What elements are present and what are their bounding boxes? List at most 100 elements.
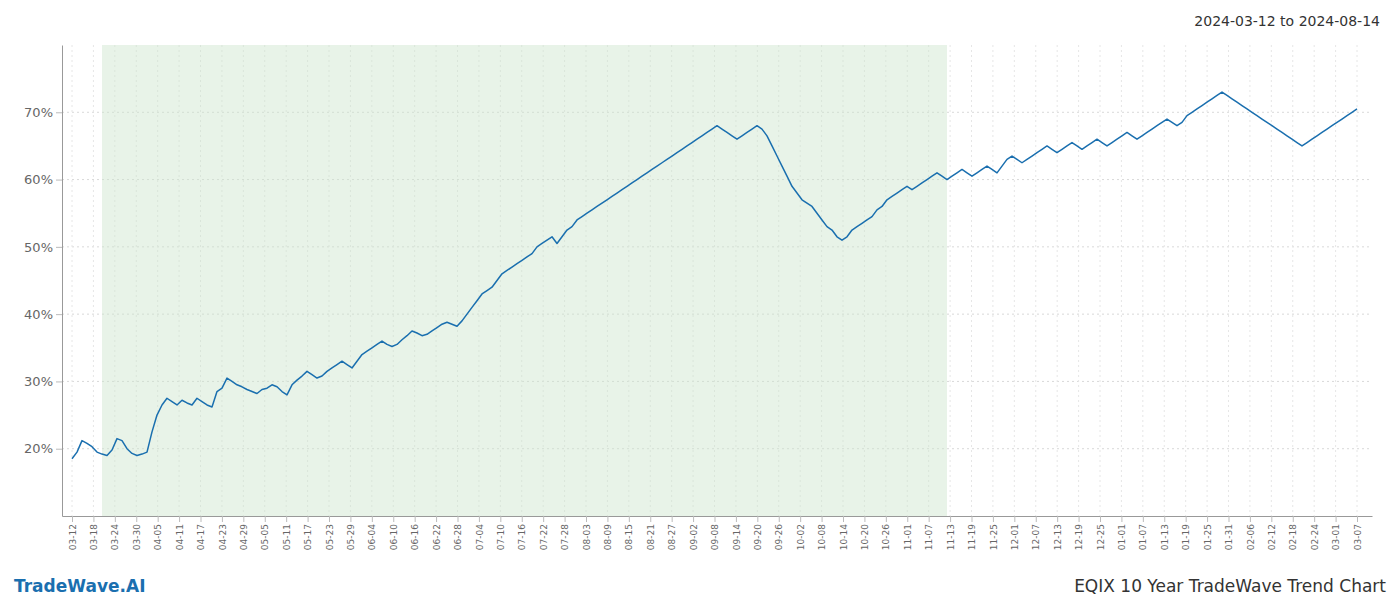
x-tick-label: 04-23 <box>218 524 228 550</box>
x-tick-label: 05-29 <box>346 524 356 550</box>
x-grid-line <box>1292 45 1293 516</box>
x-tick-mark <box>72 516 73 522</box>
x-tick: 01-31 <box>1224 516 1234 550</box>
y-tick-label: 70% <box>24 105 53 120</box>
y-tick-label: 20% <box>24 441 53 456</box>
x-tick-mark <box>393 516 394 522</box>
x-tick-label: 10-02 <box>796 524 806 550</box>
x-tick-mark <box>993 516 994 522</box>
x-tick-mark <box>800 516 801 522</box>
y-tick: 20% <box>24 441 62 456</box>
x-tick-label: 03-12 <box>68 524 78 550</box>
x-tick-label: 07-22 <box>539 524 549 550</box>
x-tick-label: 08-03 <box>582 524 592 550</box>
x-tick-mark <box>329 516 330 522</box>
x-tick: 04-05 <box>153 516 163 550</box>
x-tick-label: 05-23 <box>325 524 335 550</box>
x-tick-mark <box>1336 516 1337 522</box>
x-grid-line <box>992 45 993 516</box>
x-tick-label: 11-25 <box>989 524 999 550</box>
x-tick: 08-27 <box>667 516 677 550</box>
x-tick-label: 06-22 <box>432 524 442 550</box>
x-tick-label: 01-25 <box>1203 524 1213 550</box>
x-tick-mark <box>864 516 865 522</box>
x-tick: 06-28 <box>453 516 463 550</box>
x-tick-label: 09-02 <box>689 524 699 550</box>
y-tick-mark <box>56 314 62 315</box>
x-tick-mark <box>158 516 159 522</box>
x-tick-mark <box>843 516 844 522</box>
x-tick: 09-20 <box>753 516 763 550</box>
x-grid-line <box>1357 45 1358 516</box>
x-tick: 04-29 <box>239 516 249 550</box>
x-tick-label: 07-28 <box>560 524 570 550</box>
y-tick-label: 30% <box>24 374 53 389</box>
x-tick-mark <box>1100 516 1101 522</box>
x-tick-label: 12-19 <box>1074 524 1084 550</box>
x-tick-mark <box>500 516 501 522</box>
x-tick-mark <box>1036 516 1037 522</box>
x-grid-line <box>1100 45 1101 516</box>
x-tick-label: 12-13 <box>1053 524 1063 550</box>
x-tick: 03-07 <box>1353 516 1363 550</box>
x-tick-label: 01-01 <box>1117 524 1127 550</box>
x-grid-line <box>1314 45 1315 516</box>
x-tick-mark <box>136 516 137 522</box>
x-tick: 07-10 <box>496 516 506 550</box>
x-tick-mark <box>629 516 630 522</box>
x-tick: 12-13 <box>1053 516 1063 550</box>
x-tick-label: 10-08 <box>817 524 827 550</box>
x-tick-label: 05-05 <box>260 524 270 550</box>
y-tick-label: 50% <box>24 240 53 255</box>
x-tick: 08-09 <box>603 516 613 550</box>
x-tick-mark <box>115 516 116 522</box>
x-tick: 10-08 <box>817 516 827 550</box>
title: EQIX 10 Year TradeWave Trend Chart <box>1074 576 1386 596</box>
x-tick: 03-24 <box>110 516 120 550</box>
x-tick-mark <box>243 516 244 522</box>
x-tick-label: 07-16 <box>517 524 527 550</box>
x-grid-line <box>1249 45 1250 516</box>
x-tick: 08-15 <box>624 516 634 550</box>
x-tick-label: 07-04 <box>475 524 485 550</box>
x-tick-label: 03-24 <box>110 524 120 550</box>
x-tick-label: 04-29 <box>239 524 249 550</box>
x-tick-mark <box>822 516 823 522</box>
x-tick: 09-08 <box>710 516 720 550</box>
x-tick: 11-01 <box>903 516 913 550</box>
x-tick-label: 01-13 <box>1160 524 1170 550</box>
x-tick: 12-25 <box>1096 516 1106 550</box>
x-tick-mark <box>1121 516 1122 522</box>
x-tick: 06-22 <box>432 516 442 550</box>
x-axis-line <box>63 516 1373 517</box>
x-tick: 01-25 <box>1203 516 1213 550</box>
x-grid-line <box>950 45 951 516</box>
x-tick: 08-21 <box>646 516 656 550</box>
x-grid-line <box>1078 45 1079 516</box>
x-tick-label: 09-14 <box>732 524 742 550</box>
x-tick: 03-01 <box>1331 516 1341 550</box>
x-tick-label: 10-14 <box>839 524 849 550</box>
x-axis: 03-1203-1803-2403-3004-0504-1104-1704-23… <box>63 516 1373 550</box>
x-tick: 12-07 <box>1031 516 1041 550</box>
x-tick: 05-23 <box>325 516 335 550</box>
x-tick: 09-02 <box>689 516 699 550</box>
x-tick: 01-13 <box>1160 516 1170 550</box>
x-tick-mark <box>779 516 780 522</box>
x-tick-label: 12-25 <box>1096 524 1106 550</box>
x-tick: 10-14 <box>839 516 849 550</box>
y-axis-line <box>62 46 63 517</box>
x-tick-mark <box>1314 516 1315 522</box>
x-grid-line <box>93 45 94 516</box>
x-tick-label: 04-17 <box>196 524 206 550</box>
x-tick-mark <box>1293 516 1294 522</box>
x-tick-label: 01-07 <box>1138 524 1148 550</box>
x-tick-mark <box>907 516 908 522</box>
x-tick-mark <box>265 516 266 522</box>
x-tick-label: 08-15 <box>624 524 634 550</box>
x-grid-line <box>1121 45 1122 516</box>
x-tick-mark <box>1271 516 1272 522</box>
x-tick: 07-28 <box>560 516 570 550</box>
x-grid-line <box>72 45 73 516</box>
x-tick: 06-10 <box>389 516 399 550</box>
